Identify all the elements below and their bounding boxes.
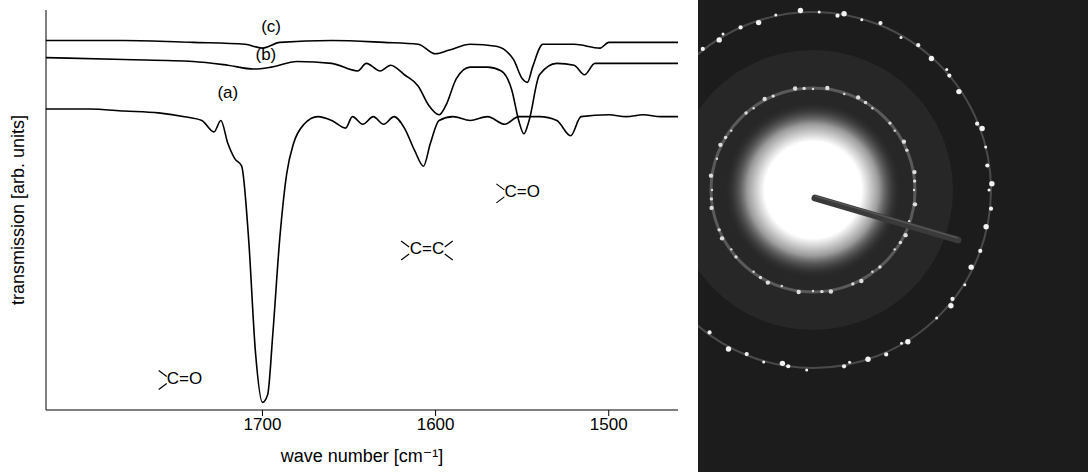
svg-text:C=O: C=O bbox=[504, 182, 539, 201]
svg-text:1700: 1700 bbox=[244, 415, 282, 434]
svg-text:C=C: C=C bbox=[410, 239, 444, 258]
svg-text:transmission [arb. units]: transmission [arb. units] bbox=[8, 115, 28, 305]
svg-text:1600: 1600 bbox=[417, 415, 455, 434]
svg-text:(b): (b) bbox=[256, 45, 277, 64]
svg-text:(a): (a) bbox=[217, 83, 238, 102]
svg-text:(c): (c) bbox=[261, 17, 281, 36]
svg-text:wave number [cm⁻¹]: wave number [cm⁻¹] bbox=[280, 446, 444, 466]
svg-text:C=O: C=O bbox=[167, 369, 202, 388]
svg-text:1500: 1500 bbox=[590, 415, 628, 434]
